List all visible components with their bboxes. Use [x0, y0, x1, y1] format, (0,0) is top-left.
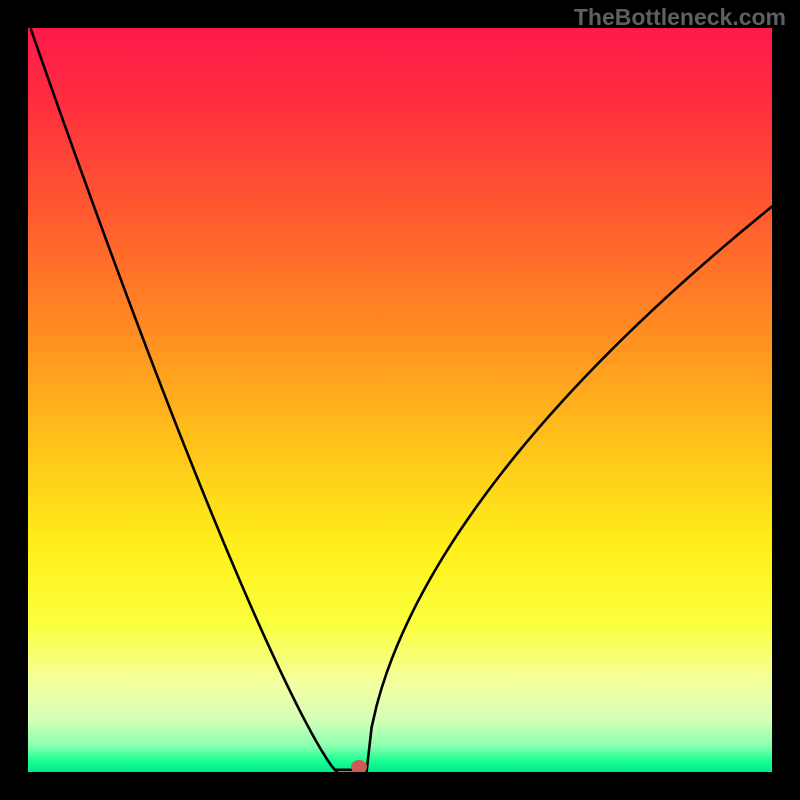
gradient-background	[28, 28, 772, 772]
highlight-marker	[351, 760, 367, 772]
watermark-text: TheBottleneck.com	[574, 4, 786, 31]
plot-area	[28, 28, 772, 772]
